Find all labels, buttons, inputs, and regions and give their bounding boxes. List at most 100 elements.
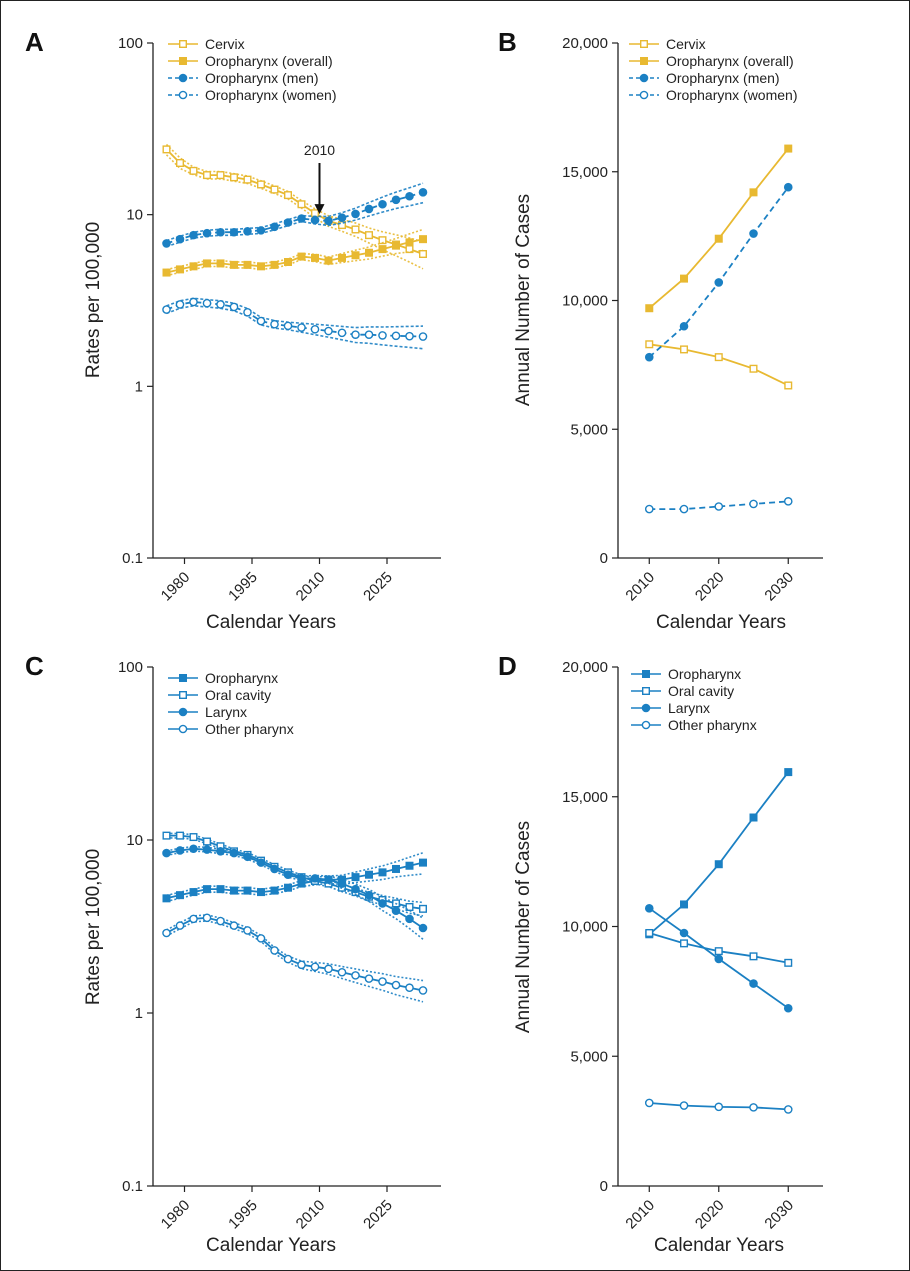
x-tick-label: 1995 (225, 1197, 261, 1233)
data-point (216, 259, 225, 268)
legend-label: Other pharynx (205, 721, 294, 737)
legend-label: Oropharynx (men) (666, 70, 780, 86)
data-point (365, 248, 374, 257)
data-point (365, 870, 374, 879)
y-tick-label: 1 (135, 1005, 143, 1022)
data-point (405, 238, 414, 247)
legend-item: Oral cavity (631, 683, 734, 699)
data-point (162, 268, 171, 277)
data-point (337, 328, 347, 338)
data-point (324, 964, 333, 974)
data-point (391, 331, 401, 341)
data-point (202, 171, 211, 180)
data-point (405, 983, 414, 993)
data-point (175, 300, 185, 309)
data-point (714, 947, 723, 956)
panel-letter-d: D (498, 651, 517, 681)
data-point (645, 304, 654, 313)
data-point (644, 1098, 654, 1108)
y-tick-label: 0.1 (122, 550, 143, 567)
data-point (714, 860, 723, 869)
data-point (749, 188, 758, 197)
series-oropharynx-women (644, 497, 793, 514)
series-oral-cavity (645, 928, 793, 967)
legend-item: Oropharynx (overall) (168, 53, 333, 69)
data-point (391, 906, 401, 916)
series-line (649, 500, 789, 511)
y-tick-label: 0 (600, 1178, 608, 1195)
series-oropharynx-men (162, 182, 428, 248)
legend-marker (178, 724, 188, 734)
data-point (202, 913, 212, 923)
band-hi (165, 143, 424, 243)
data-point (284, 257, 293, 266)
legend-marker (639, 90, 649, 100)
data-point (229, 260, 238, 269)
band-hi (166, 852, 424, 897)
data-point (162, 239, 171, 248)
legend-marker (178, 73, 188, 83)
data-point (297, 214, 306, 223)
data-point (392, 241, 401, 250)
data-point (202, 228, 212, 238)
data-point (419, 235, 428, 244)
data-point (229, 848, 239, 858)
data-point (162, 848, 171, 858)
data-point (257, 262, 266, 271)
data-point (243, 175, 252, 184)
series-oropharynx-overall (645, 144, 793, 313)
data-point (229, 302, 239, 312)
data-point (243, 852, 252, 862)
legend-label: Larynx (668, 700, 710, 716)
y-tick-label: 0 (600, 550, 608, 567)
y-axis-title: Rates per 100,000 (83, 849, 104, 1005)
data-point (783, 1003, 793, 1013)
data-point (202, 259, 211, 268)
x-tick-label: 2010 (622, 569, 658, 605)
legend-marker (640, 40, 649, 49)
x-axis-title: Calendar Years (206, 1235, 336, 1256)
legend-label: Oropharynx (668, 666, 741, 682)
panel-d: D 0 5,000 10,000 15,000 20,000 2010 2020 2030Cal… (498, 651, 823, 1256)
x-tick-label: 2010 (622, 1197, 658, 1233)
data-point (310, 874, 320, 883)
data-point (405, 191, 414, 201)
band-lo (166, 249, 424, 277)
data-point (324, 256, 333, 265)
data-point (679, 1101, 689, 1110)
legend-marker (642, 670, 651, 679)
data-point (270, 260, 279, 269)
legend-marker (641, 720, 651, 730)
panel-a: A 0.1 1 10 100 1980 1995 2010 2025 Calendar Years… (25, 27, 441, 633)
legend-label: Oropharynx (205, 670, 278, 686)
data-point (257, 180, 266, 189)
data-point (783, 497, 793, 506)
data-point (680, 345, 689, 354)
data-point (749, 229, 758, 238)
data-point (189, 262, 198, 271)
series-line (649, 343, 789, 387)
legend-item: Oropharynx (631, 666, 741, 682)
legend-label: Other pharynx (668, 717, 757, 733)
data-point (202, 845, 212, 854)
series-cervix (645, 340, 793, 390)
legend-item: Other pharynx (631, 717, 757, 733)
data-point (256, 316, 266, 326)
series-other-pharynx (162, 913, 428, 1003)
legend-marker (640, 57, 649, 66)
legend-marker (178, 691, 187, 700)
data-point (256, 934, 266, 943)
legend-item: Oropharynx (men) (168, 70, 319, 86)
x-axis-title: Calendar Years (656, 612, 786, 633)
data-point (189, 297, 198, 307)
data-point (189, 844, 198, 854)
legend-marker (178, 707, 188, 717)
data-point (351, 251, 360, 260)
data-point (680, 900, 689, 909)
data-point (284, 883, 293, 892)
band-hi (166, 914, 424, 982)
data-point (338, 253, 347, 262)
data-point (175, 846, 185, 855)
